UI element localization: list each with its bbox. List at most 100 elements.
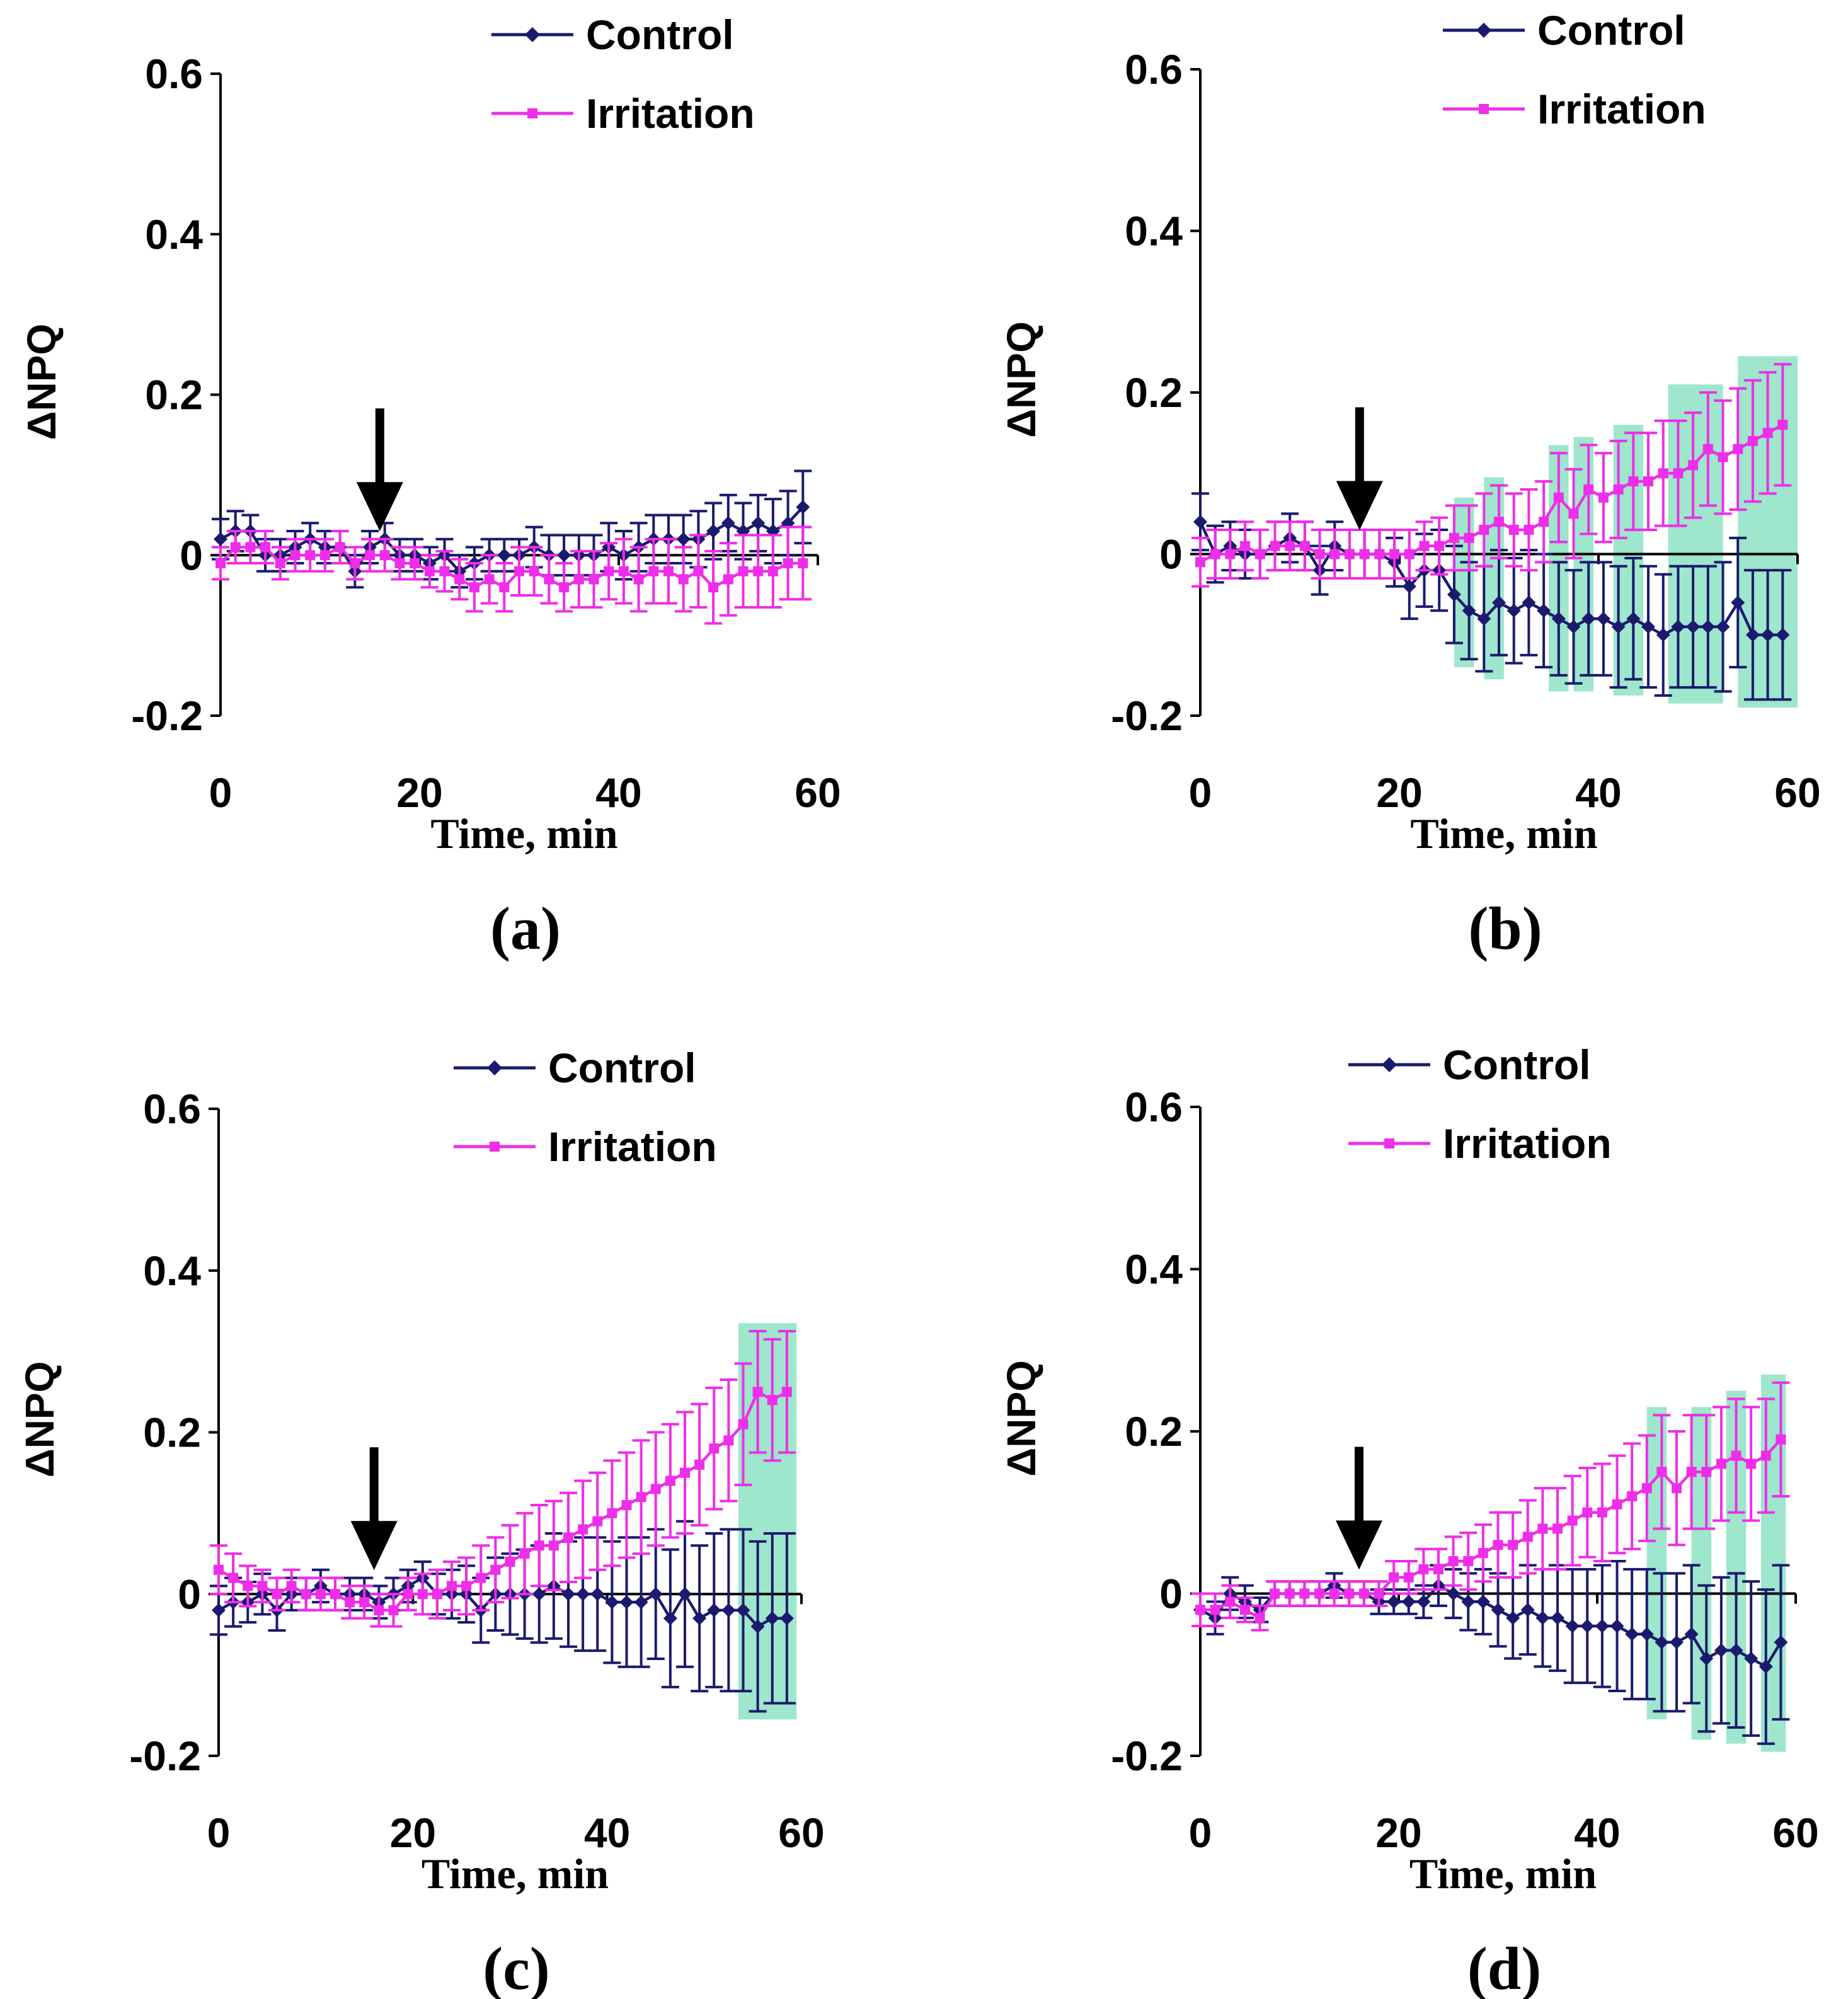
data-point: [1448, 1556, 1459, 1566]
series-line: [217, 1576, 787, 1629]
x-tick-label: 60: [1772, 1809, 1818, 1856]
series-line: [1200, 1438, 1782, 1620]
data-point: [345, 1597, 355, 1608]
data-point: [532, 1587, 546, 1601]
data-point: [245, 542, 256, 553]
data-point: [330, 1589, 340, 1600]
data-point: [1434, 541, 1445, 551]
data-point: [1701, 619, 1715, 634]
data-point: [676, 532, 691, 546]
data-point: [275, 558, 285, 568]
data-point: [592, 1516, 603, 1526]
data-point: [650, 1484, 661, 1494]
data-point: [1284, 1588, 1295, 1599]
data-point: [1374, 1588, 1384, 1599]
data-point: [1476, 1595, 1490, 1609]
data-point: [1596, 612, 1610, 626]
data-point: [753, 566, 764, 576]
data-point: [1597, 1507, 1607, 1518]
data-point: [1746, 1458, 1757, 1469]
data-point: [1656, 1467, 1667, 1477]
data-point: [678, 574, 689, 585]
data-point: [767, 566, 778, 576]
data-point: [1345, 549, 1355, 559]
legend-label: Control: [1443, 1041, 1591, 1088]
data-point: [1581, 612, 1596, 626]
data-point: [1699, 1651, 1714, 1666]
data-point: [1210, 1605, 1220, 1615]
x-axis-label: Time, min: [430, 810, 617, 857]
data-point: [1718, 452, 1728, 462]
data-point: [1535, 1611, 1550, 1625]
x-axis-label: Time, min: [1410, 810, 1597, 857]
data-point: [706, 524, 721, 539]
data-point: [1611, 619, 1626, 634]
data-point: [544, 574, 554, 585]
data-point: [1628, 476, 1639, 487]
data-point: [648, 1587, 663, 1601]
x-tick-label: 60: [1774, 769, 1820, 816]
y-tick-label: 0.2: [145, 372, 203, 418]
series-line: [1198, 521, 1783, 637]
legend-marker: [527, 108, 537, 118]
x-tick-label: 40: [584, 1809, 630, 1856]
x-tick-label: 40: [1575, 769, 1621, 816]
data-point: [1595, 1619, 1609, 1633]
y-tick-label: -0.2: [129, 1733, 201, 1779]
data-point: [1329, 1588, 1340, 1599]
data-point: [1568, 508, 1579, 519]
data-point: [1641, 1483, 1652, 1494]
data-point: [1565, 1619, 1580, 1633]
data-point: [1686, 619, 1701, 634]
data-point: [1626, 612, 1641, 626]
data-point: [1673, 468, 1684, 479]
series-irritation: [212, 525, 812, 625]
data-point: [693, 566, 704, 576]
data-point: [1776, 627, 1790, 642]
legend-marker: [487, 1060, 502, 1075]
data-point: [1419, 541, 1430, 551]
data-point: [1239, 1605, 1250, 1615]
data-point: [1389, 549, 1400, 559]
data-point: [394, 558, 405, 568]
x-tick-label: 60: [778, 1809, 824, 1856]
data-point: [490, 1564, 501, 1575]
legend-label: Control: [586, 11, 734, 58]
data-point: [1344, 1588, 1355, 1599]
data-point: [694, 1459, 705, 1470]
series-line: [217, 1390, 788, 1612]
y-axis-label: ΔNPQ: [17, 1361, 62, 1478]
series-line: [1199, 423, 1784, 564]
data-point: [1524, 525, 1534, 536]
panel-label: (c): [483, 1935, 550, 1999]
y-tick-label: 0.2: [1125, 369, 1183, 416]
data-point: [1358, 1588, 1369, 1599]
data-point: [648, 566, 659, 576]
data-point: [505, 1556, 515, 1567]
y-tick-label: 0: [1159, 1571, 1183, 1617]
data-point: [439, 566, 450, 576]
data-point: [1416, 1595, 1431, 1609]
x-tick-label: 0: [207, 1809, 231, 1856]
data-point: [388, 1605, 399, 1615]
x-tick-label: 0: [1189, 1809, 1212, 1856]
data-point: [663, 566, 674, 576]
y-tick-label: 0.2: [1125, 1408, 1183, 1455]
data-point: [590, 1587, 605, 1601]
data-point: [1747, 435, 1758, 446]
data-point: [1686, 1467, 1697, 1477]
data-point: [1553, 492, 1564, 503]
panel-label: (d): [1467, 1935, 1541, 1999]
data-point: [576, 1587, 590, 1601]
data-point: [1551, 1611, 1564, 1625]
data-point: [1329, 549, 1340, 559]
data-point: [290, 550, 301, 561]
data-point: [1774, 1635, 1788, 1649]
data-point: [1733, 444, 1743, 454]
data-point: [1270, 1588, 1280, 1599]
arrow-head: [1336, 481, 1383, 530]
data-point: [1491, 1603, 1505, 1617]
series-control: [212, 469, 812, 589]
legend-marker: [490, 1142, 500, 1152]
